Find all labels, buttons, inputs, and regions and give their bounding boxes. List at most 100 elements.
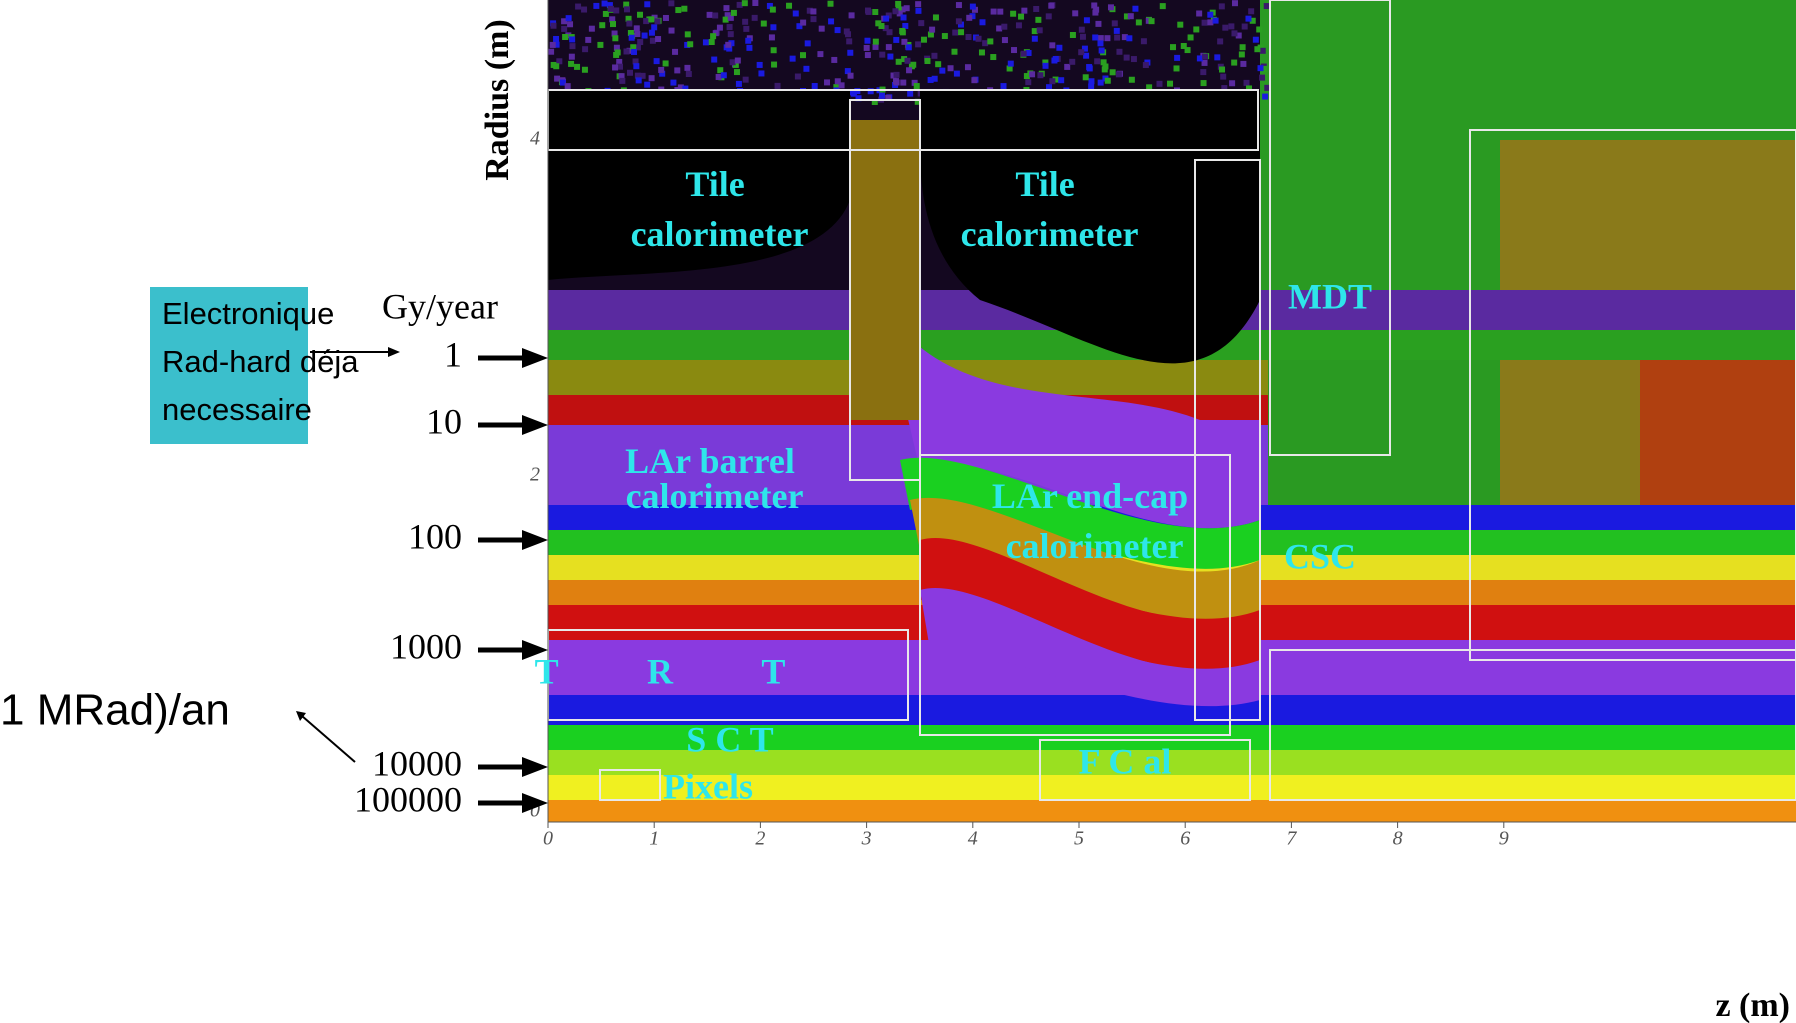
noise-cell [1257, 44, 1264, 51]
noise-cell [624, 6, 631, 13]
arrow-head [522, 530, 548, 550]
noise-cell [548, 48, 555, 55]
noise-cell [864, 7, 871, 14]
noise-cell [918, 20, 925, 27]
noise-cell [1245, 85, 1252, 92]
noise-cell [846, 38, 853, 45]
noise-cell [850, 90, 857, 97]
noise-cell [682, 85, 689, 92]
noise-cell [553, 35, 560, 42]
noise-cell [990, 8, 997, 15]
region-label: F C al [1079, 741, 1172, 781]
noise-cell [634, 31, 641, 38]
noise-cell [601, 0, 608, 7]
noise-cell [1111, 20, 1118, 27]
noise-cell [575, 3, 582, 10]
noise-cell [1029, 71, 1036, 78]
x-tick-label: 8 [1393, 828, 1403, 850]
noise-cell [677, 84, 684, 91]
noise-cell [947, 65, 954, 72]
noise-cell [1127, 13, 1134, 20]
region-label: CSC [1284, 536, 1356, 576]
noise-cell [1094, 58, 1101, 65]
noise-cell [1035, 16, 1042, 23]
noise-cell [905, 44, 912, 51]
noise-cell [637, 39, 644, 46]
noise-cell [1135, 19, 1142, 26]
noise-cell [549, 41, 556, 48]
noise-cell [920, 36, 927, 43]
noise-cell [681, 5, 688, 12]
noise-cell [726, 24, 733, 31]
noise-cell [1249, 17, 1256, 24]
noise-cell [1091, 2, 1098, 9]
noise-cell [1015, 22, 1022, 29]
noise-cell [1146, 84, 1153, 91]
noise-cell [831, 56, 838, 63]
noise-cell [885, 94, 892, 101]
x-tick-label: 5 [1074, 828, 1084, 850]
noise-cell [1200, 69, 1207, 76]
noise-cell [743, 25, 750, 32]
noise-cell [1254, 46, 1261, 53]
noise-cell [627, 30, 634, 37]
noise-cell [742, 18, 749, 25]
noise-cell [1081, 45, 1088, 52]
region-label: Tile calorimeter [622, 164, 809, 254]
noise-cell [1212, 17, 1219, 24]
noise-cell [609, 16, 616, 23]
noise-cell [662, 14, 669, 21]
noise-cell [1240, 60, 1247, 67]
noise-cell [613, 44, 620, 51]
noise-cell [1193, 26, 1200, 33]
noise-cell [1001, 23, 1008, 30]
noise-cell [726, 45, 733, 52]
noise-cell [845, 31, 852, 38]
y-axis-label: Radius (m) [479, 19, 516, 181]
noise-cell [712, 12, 719, 19]
noise-cell [1097, 35, 1104, 42]
noise-cell [732, 61, 739, 68]
region-label: Tile calorimeter [952, 164, 1139, 254]
noise-cell [966, 14, 973, 21]
axes [547, 0, 1796, 823]
noise-cell [716, 24, 723, 31]
noise-cell [904, 57, 911, 64]
noise-cell [648, 29, 655, 36]
noise-cell [834, 27, 841, 34]
noise-cell [1235, 32, 1242, 39]
noise-cell [643, 18, 650, 25]
x-tick-label: 4 [968, 828, 978, 850]
noise-cell [1020, 50, 1027, 57]
noise-cell [1069, 31, 1076, 38]
noise-cell [635, 77, 642, 84]
noise-cell [658, 66, 665, 73]
noise-cell [1229, 80, 1236, 87]
noise-cell [612, 35, 619, 42]
noise-cell [625, 15, 632, 22]
noise-cell [1086, 65, 1093, 72]
noise-cell [1011, 47, 1018, 54]
noise-cell [872, 38, 879, 45]
noise-cell [1010, 10, 1017, 17]
noise-cell [702, 39, 709, 46]
noise-cell [617, 63, 624, 70]
region-label: Pixels [663, 766, 753, 806]
noise-cell [1132, 5, 1139, 12]
noise-cell [1083, 52, 1090, 59]
noise-cell [1097, 40, 1104, 47]
noise-cell [574, 63, 581, 70]
noise-cell [903, 5, 910, 12]
noise-cell [1231, 30, 1238, 37]
noise-cell [885, 12, 892, 19]
region-label: T R T [535, 651, 826, 691]
noise-cell [1109, 69, 1116, 76]
noise-cell [786, 2, 793, 9]
noise-cell [907, 90, 914, 97]
noise-cell [554, 75, 561, 82]
noise-cell [953, 70, 960, 77]
noise-cell [729, 59, 736, 66]
noise-cell [1261, 65, 1268, 72]
